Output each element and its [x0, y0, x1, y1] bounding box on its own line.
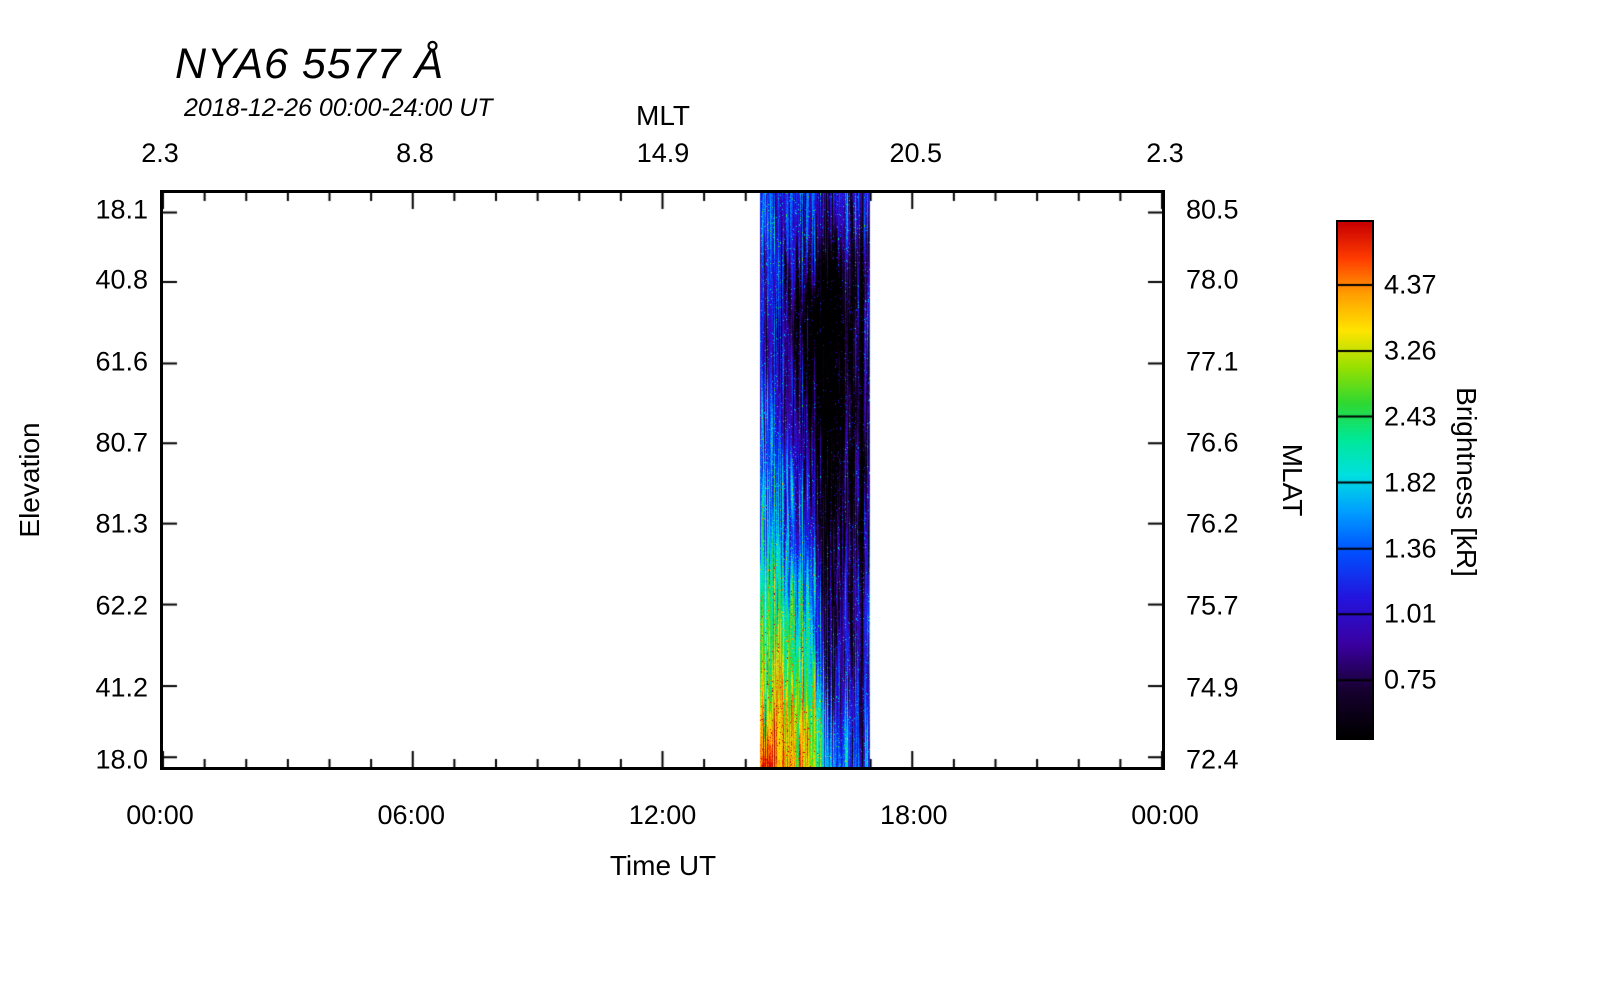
tick-label-elevation: 18.0 [95, 744, 148, 775]
tick-label-mlat: 74.9 [1186, 672, 1239, 703]
tick-label-mlt: 14.9 [636, 138, 690, 168]
tick-label-mlat: 76.2 [1186, 508, 1239, 539]
top-axis-title: MLT [636, 100, 690, 131]
right-axis-title: MLAT [1277, 443, 1308, 517]
tick-label-time: 18:00 [879, 800, 948, 830]
tick-label-elevation: 80.7 [95, 427, 148, 458]
tick-label-brightness: 0.75 [1384, 664, 1437, 695]
tick-label-mlt: 2.3 [141, 138, 179, 168]
chart-title: NYA6 5577 Å [175, 40, 445, 88]
tick-label-brightness: 2.43 [1384, 401, 1437, 432]
tick-label-brightness: 1.82 [1384, 467, 1437, 498]
chart-subtitle: 2018-12-26 00:00-24:00 UT [184, 94, 493, 122]
tick-label-brightness: 1.36 [1384, 533, 1437, 564]
tick-label-mlt: 8.8 [396, 138, 434, 168]
tick-label-mlat: 76.6 [1186, 427, 1239, 458]
tick-label-elevation: 41.2 [95, 672, 148, 703]
tick-label-elevation: 40.8 [95, 264, 148, 295]
bottom-axis-title: Time UT [609, 850, 717, 881]
tick-label-mlat: 75.7 [1186, 590, 1239, 621]
colorbar [1336, 220, 1374, 740]
left-axis-title: Elevation [14, 422, 45, 538]
colorbar-canvas [1338, 222, 1372, 738]
bottom-axis-tick-labels: 00:00 06:00 12:00 18:00 00:00 [126, 798, 1199, 834]
colorbar-tick-labels: 4.37 3.26 2.43 1.82 1.36 1.01 0.75 [1384, 222, 1474, 738]
tick-label-time: 06:00 [377, 800, 446, 830]
keogram-canvas [163, 193, 1162, 767]
tick-label-brightness: 4.37 [1384, 269, 1437, 300]
tick-label-time: 12:00 [628, 800, 697, 830]
tick-label-elevation: 61.6 [95, 346, 148, 377]
tick-label-mlat: 78.0 [1186, 264, 1239, 295]
left-axis-tick-labels: 18.1 40.8 61.6 80.7 81.3 62.2 41.2 18.0 [56, 190, 148, 774]
tick-label-elevation: 62.2 [95, 590, 148, 621]
tick-label-elevation: 81.3 [95, 508, 148, 539]
colorbar-title: Brightness [kR] [1451, 387, 1482, 577]
tick-label-time: 00:00 [126, 800, 194, 830]
tick-label-mlt: 20.5 [889, 138, 943, 168]
tick-label-brightness: 3.26 [1384, 335, 1437, 366]
tick-label-mlt: 2.3 [1146, 138, 1184, 168]
tick-label-mlat: 77.1 [1186, 346, 1239, 377]
tick-label-time: 00:00 [1131, 800, 1199, 830]
tick-label-brightness: 1.01 [1384, 598, 1437, 629]
tick-label-mlat: 80.5 [1186, 194, 1239, 225]
right-axis-tick-labels: 80.5 78.0 77.1 76.6 76.2 75.7 74.9 72.4 [1186, 190, 1278, 774]
plot-area [160, 190, 1165, 770]
tick-label-elevation: 18.1 [95, 194, 148, 225]
top-axis-tick-labels: 2.3 8.8 14.9 20.5 2.3 [141, 136, 1184, 170]
tick-label-mlat: 72.4 [1186, 744, 1239, 775]
